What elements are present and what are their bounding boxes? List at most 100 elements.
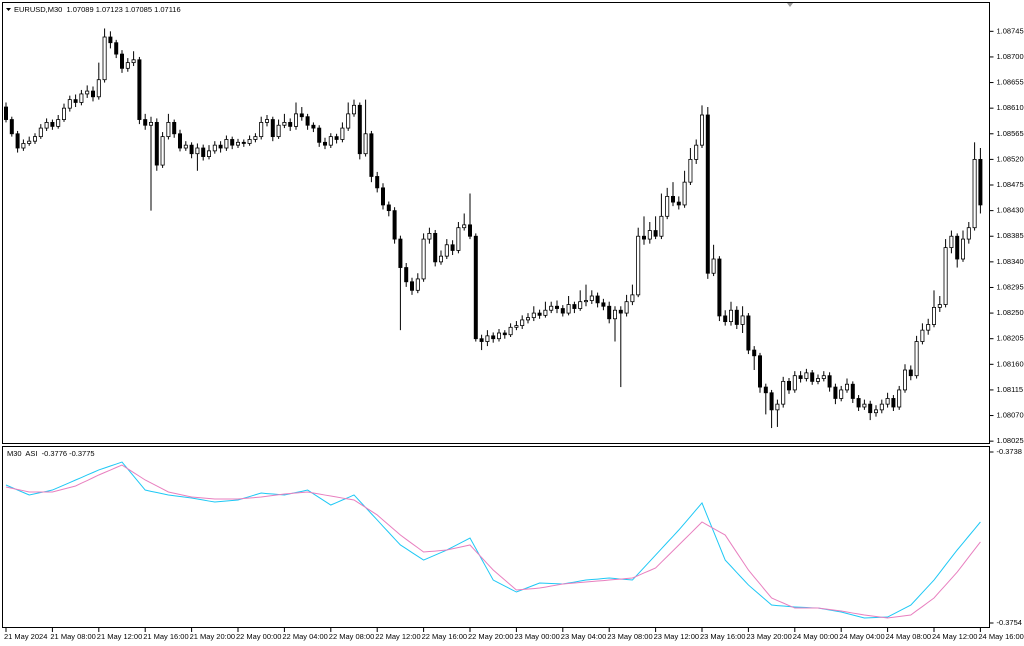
y-tick-label: 1.08700: [997, 52, 1024, 61]
candle-body-up: [131, 59, 136, 64]
candle-body-down: [189, 144, 194, 155]
candle-body-up: [688, 158, 693, 183]
candle-body-up: [421, 238, 426, 280]
candle-body-up: [427, 232, 432, 240]
candle-body-up: [937, 304, 942, 308]
candle-body-up: [949, 235, 954, 249]
candle-body-down: [380, 187, 385, 206]
candle-body-up: [444, 244, 449, 257]
x-tick-label: 23 May 16:00: [700, 632, 745, 641]
y-tick-label: 1.08070: [997, 411, 1024, 420]
candle-body-up: [897, 389, 902, 408]
candle-body-down: [108, 36, 113, 44]
candle-body-up: [259, 121, 264, 138]
candle-body-down: [241, 141, 246, 144]
y-tick-label: 1.08475: [997, 180, 1024, 189]
y-tick-label: 1.08340: [997, 257, 1024, 266]
candle-body-down: [601, 302, 606, 307]
candle-body-up: [531, 312, 536, 319]
y-tick-label: 1.08205: [997, 334, 1024, 343]
x-tick-label: 21 May 20:00: [190, 632, 235, 641]
candle-body-down: [398, 238, 403, 268]
candle-body-up: [879, 403, 884, 411]
candle-body-down: [653, 230, 658, 237]
candle-body-up: [926, 324, 931, 331]
candle-body-down: [15, 133, 20, 149]
candle-body-up: [247, 139, 252, 144]
candle-body-up: [253, 136, 258, 140]
candle-body-up: [647, 230, 652, 240]
x-tick-label: 21 May 2024: [4, 632, 47, 641]
candle-body-down: [560, 308, 565, 314]
candle-body-down: [978, 158, 983, 206]
candle-body-up: [781, 380, 786, 405]
candle-body-down: [357, 104, 362, 155]
candle-body-down: [955, 235, 960, 260]
candle-body-down: [827, 375, 832, 388]
candle-body-up: [589, 295, 594, 301]
shift-marker[interactable]: [787, 3, 793, 7]
candle-body-up: [682, 181, 687, 206]
x-tick-label: 22 May 04:00: [282, 632, 327, 641]
x-tick-label: 22 May 16:00: [422, 632, 467, 641]
candle-body-down: [798, 375, 803, 379]
candle-body-up: [496, 332, 501, 340]
x-tick-label: 24 May 16:00: [978, 632, 1023, 641]
candle-body-up: [966, 227, 971, 240]
candle-body-down: [9, 119, 14, 135]
candle-body-down: [114, 42, 119, 55]
candle-body-up: [885, 398, 890, 405]
candle-body-up: [44, 121, 49, 129]
candle-body-down: [120, 53, 125, 69]
candle-body-up: [845, 383, 850, 391]
candle-body-down: [299, 113, 304, 118]
candle-body-up: [166, 121, 171, 138]
candle-body-down: [868, 403, 873, 414]
candle-body-down: [375, 176, 380, 189]
candle-body-up: [804, 372, 809, 379]
candle-body-down: [172, 121, 177, 135]
candle-body-up: [224, 139, 229, 149]
y-tick-label: 1.08565: [997, 129, 1024, 138]
candle-body-down: [143, 119, 148, 126]
x-tick-label: 21 May 16:00: [143, 632, 188, 641]
x-tick-label: 24 May 12:00: [932, 632, 977, 641]
candle-body-up: [914, 341, 919, 377]
candle-body-up: [148, 121, 153, 126]
candle-body-down: [154, 121, 159, 166]
candle-body-up: [183, 144, 188, 149]
candle-body-down: [676, 201, 681, 206]
candle-body-down: [810, 372, 815, 382]
candle-body-up: [584, 300, 589, 303]
candle-body-up: [21, 143, 26, 149]
candle-body-up: [729, 309, 734, 323]
candle-body-up: [711, 258, 716, 274]
candle-body-up: [235, 141, 240, 146]
candle-body-up: [665, 195, 670, 217]
y-tick-label: -0.3754: [997, 618, 1022, 627]
candle-body-up: [543, 309, 548, 316]
candle-body-up: [630, 294, 635, 303]
x-tick-label: 24 May 00:00: [793, 632, 838, 641]
y-tick-label: 1.08430: [997, 206, 1024, 215]
y-tick-label: 1.08745: [997, 26, 1024, 35]
y-tick-label: 1.08610: [997, 103, 1024, 112]
candle-body-up: [526, 317, 531, 321]
candle-body-up: [775, 403, 780, 411]
candle-body-up: [438, 255, 443, 263]
candle-body-down: [479, 338, 484, 342]
candle-body-up: [613, 309, 618, 320]
candle-body-down: [270, 119, 275, 138]
y-tick-label: 1.08295: [997, 282, 1024, 291]
y-tick-label: 1.08115: [997, 385, 1024, 394]
menu-arrow[interactable]: [6, 8, 11, 11]
candle-body-up: [659, 215, 664, 237]
candle-body-up: [932, 306, 937, 325]
candle-body-down: [4, 106, 9, 120]
candle-body-down: [908, 369, 913, 377]
x-tick-label: 23 May 04:00: [561, 632, 606, 641]
candle-body-down: [450, 244, 455, 251]
candle-body-down: [891, 398, 896, 408]
candle-body-down: [850, 383, 855, 399]
